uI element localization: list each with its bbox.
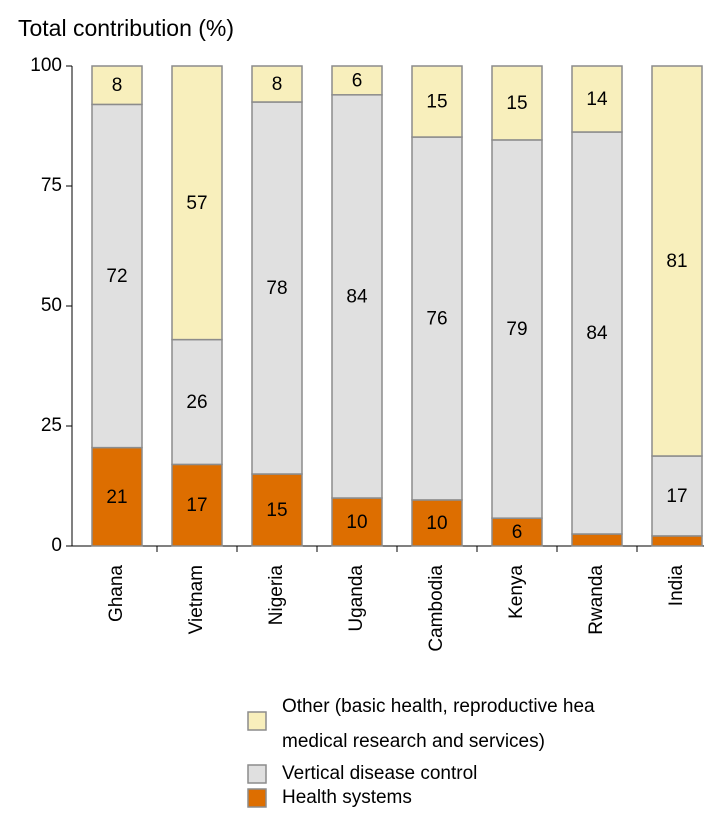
data-label: 8 [112, 75, 123, 96]
data-label: 6 [352, 70, 363, 91]
legend-swatch [247, 764, 267, 784]
data-label: 76 [426, 308, 447, 329]
legend-label: Health systems [282, 787, 412, 808]
bar-segment [571, 65, 623, 133]
bar-segment [251, 473, 303, 547]
bar-segment [411, 499, 463, 547]
x-tick-label: Vietnam [186, 565, 207, 634]
bar-segment [91, 446, 143, 547]
data-label: 6 [512, 522, 523, 543]
data-label: 15 [266, 500, 287, 521]
data-label: 72 [106, 266, 127, 287]
data-label: 81 [666, 251, 687, 272]
y-tick-label: 50 [41, 295, 62, 316]
x-tick-label: Rwanda [586, 565, 607, 635]
bar-segment [411, 65, 463, 138]
bar-segment [571, 131, 623, 535]
data-label: 21 [106, 487, 127, 508]
data-label: 26 [186, 392, 207, 413]
data-label: 78 [266, 278, 287, 299]
bar-segment [91, 65, 143, 106]
data-label: 10 [346, 512, 367, 533]
bar-segment [251, 65, 303, 103]
data-label: 84 [346, 286, 368, 307]
data-label: 57 [186, 193, 207, 214]
data-label: 17 [186, 495, 207, 516]
bar-segment [571, 533, 623, 547]
x-tick-label: Kenya [506, 565, 527, 619]
x-tick-label: Ghana [106, 565, 127, 622]
x-tick-label: India [666, 565, 687, 607]
x-tick-label: Uganda [346, 565, 367, 632]
y-tick-label: 100 [30, 55, 62, 76]
bar-segment [491, 139, 543, 519]
bar-segment [651, 535, 703, 547]
legend-label: Vertical disease control [282, 763, 477, 784]
bar-segment [411, 136, 463, 501]
bar-segment [331, 94, 383, 499]
y-tick-label: 0 [51, 535, 62, 556]
legend-swatch [247, 711, 267, 731]
x-tick-label: Cambodia [426, 565, 447, 652]
data-label: 84 [586, 323, 608, 344]
data-label: 14 [586, 89, 608, 110]
y-tick-label: 75 [41, 175, 62, 196]
data-label: 15 [506, 93, 527, 114]
data-label: 8 [272, 74, 283, 95]
bar-segment [251, 101, 303, 475]
legend-swatch [247, 788, 267, 808]
bar-segment [491, 517, 543, 547]
bar-segment [491, 65, 543, 141]
legend-label: Other (basic health, reproductive hea med… [282, 696, 595, 752]
bar-segment [91, 103, 143, 449]
bar-segment [171, 65, 223, 341]
data-label: 15 [426, 92, 447, 113]
data-label: 10 [426, 513, 447, 534]
chart-title: Total contribution (%) [18, 15, 234, 41]
bar-segment [651, 65, 703, 457]
data-label: 17 [666, 486, 687, 507]
data-label: 79 [506, 319, 527, 340]
x-tick-label: Nigeria [266, 565, 287, 626]
y-tick-label: 25 [41, 415, 62, 436]
bar-segment [331, 497, 383, 547]
bar-segment [171, 463, 223, 547]
bar-segment [331, 65, 383, 96]
